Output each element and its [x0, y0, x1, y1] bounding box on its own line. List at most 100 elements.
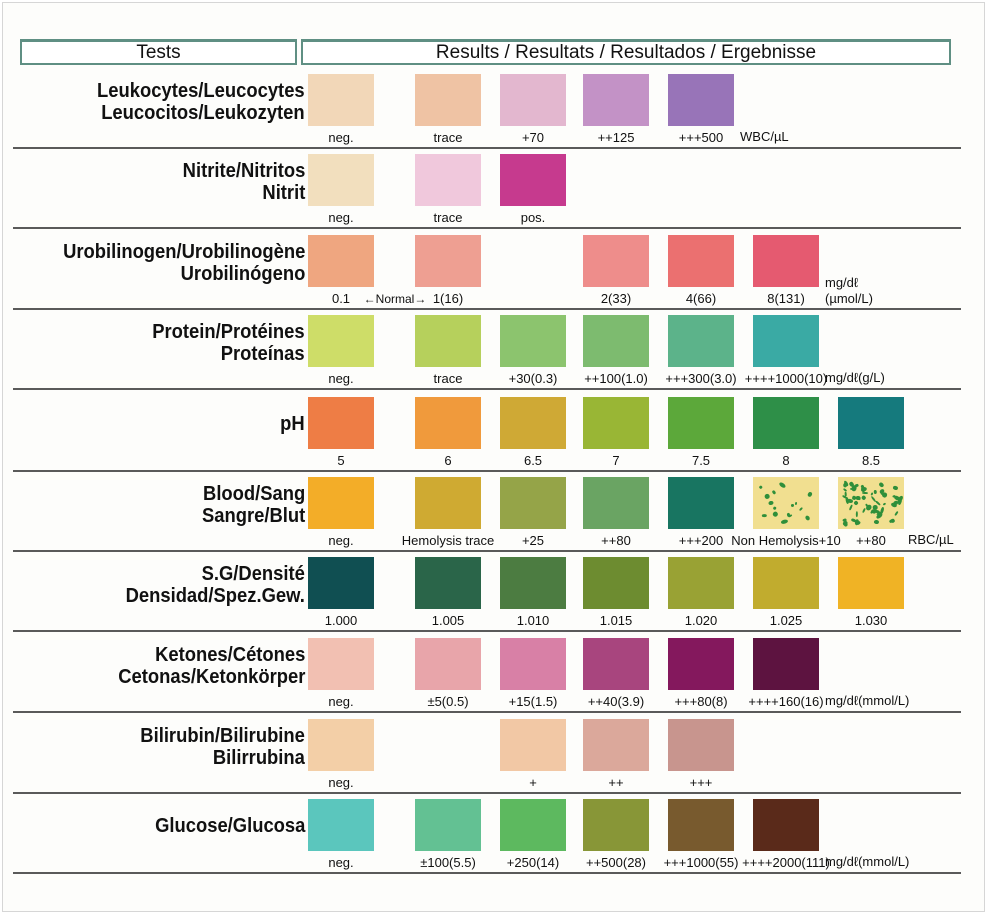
color-swatch	[668, 638, 734, 690]
unit-label: mg/dℓ(g/L)	[825, 370, 885, 386]
swatch-label: ++	[608, 775, 624, 790]
swatch-label: pos.	[520, 210, 546, 225]
color-swatch	[668, 235, 734, 287]
color-swatch	[753, 477, 819, 529]
color-swatch	[753, 397, 819, 449]
swatch-label: Hemolysis trace	[401, 533, 495, 548]
color-swatch	[308, 74, 374, 126]
swatch-label: 0.1	[331, 291, 351, 306]
test-name-line: Cetonas/Ketonkörper	[117, 666, 305, 688]
color-swatch	[308, 397, 374, 449]
swatch-label: 2(33)	[600, 291, 632, 306]
unit-line: mg/dℓ(mmol/L)	[825, 854, 910, 869]
swatch-label: 8	[782, 453, 790, 468]
speckle-dot	[781, 519, 789, 525]
color-swatch	[583, 557, 649, 609]
test-name: Blood/Sang Sangre/Blut	[202, 483, 305, 527]
color-swatch	[583, 638, 649, 690]
swatch-label: ++125	[597, 130, 635, 145]
swatch-label: trace	[433, 130, 463, 145]
swatch-label: 5	[337, 453, 345, 468]
test-row: Blood/Sang Sangre/Blut neg. Hemolysis trace…	[0, 477, 987, 557]
speckle-dot	[806, 491, 813, 498]
speckle-dot	[853, 499, 859, 506]
speckle-dot	[772, 511, 779, 518]
swatch-label: +	[529, 775, 537, 790]
row-divider	[13, 147, 961, 149]
test-name-line: Protein/Protéines	[152, 321, 305, 343]
color-swatch	[415, 74, 481, 126]
test-name: Protein/Protéines Proteínas	[153, 321, 305, 365]
color-swatch	[668, 799, 734, 851]
speckle-dot	[772, 505, 777, 511]
swatch-label: neg.	[328, 371, 354, 386]
speckle-dot	[771, 489, 777, 495]
color-swatch	[415, 235, 481, 287]
color-swatch	[308, 799, 374, 851]
speckle-dot	[798, 507, 803, 512]
speckle-dot	[872, 505, 878, 510]
swatch-label: trace	[433, 371, 463, 386]
swatch-label: ++++1000(10)	[744, 371, 828, 386]
row-divider	[13, 630, 961, 632]
unit-line: RBC/µL	[908, 532, 954, 547]
test-name: Glucose/Glucosa	[155, 815, 305, 837]
speckle-dot	[894, 510, 900, 516]
speckle-dot	[787, 514, 793, 519]
unit-line: WBC/µL	[740, 129, 789, 144]
color-swatch	[838, 557, 904, 609]
speckle-dot	[758, 485, 764, 490]
speckle-dot	[762, 514, 767, 518]
color-swatch	[583, 235, 649, 287]
speckle-dot	[843, 492, 847, 498]
swatch-label: ++++160(16)	[748, 694, 824, 709]
unit-label: mg/dℓ(mmol/L)	[825, 854, 909, 870]
color-swatch	[583, 74, 649, 126]
row-divider	[13, 308, 961, 310]
swatch-label: +250(14)	[506, 855, 560, 870]
speckle-dot	[882, 502, 887, 506]
swatch-label: ++80	[601, 533, 631, 548]
color-swatch	[415, 315, 481, 367]
test-name-line: pH	[280, 413, 305, 435]
swatch-label: neg.	[328, 694, 354, 709]
swatch-label: +++1000(55)	[663, 855, 739, 870]
swatch-label: trace	[433, 210, 463, 225]
color-swatch	[308, 477, 374, 529]
color-swatch	[500, 799, 566, 851]
test-name-line: Bilirrubina	[212, 747, 305, 769]
color-swatch	[753, 799, 819, 851]
test-name-line: Nitrit	[262, 182, 305, 204]
test-name-line: Densidad/Spez.Gew.	[125, 585, 305, 607]
swatch-label: 1.005	[431, 613, 465, 628]
color-swatch	[308, 719, 374, 771]
swatch-label: 1.000	[324, 613, 358, 628]
swatch-label: Non Hemolysis+10	[731, 533, 841, 548]
color-swatch	[415, 557, 481, 609]
unit-line: mg/dℓ(mmol/L)	[825, 693, 910, 708]
color-swatch	[500, 397, 566, 449]
swatch-label: +++	[689, 775, 713, 790]
color-swatch	[753, 638, 819, 690]
color-swatch	[668, 315, 734, 367]
swatch-label: +30(0.3)	[508, 371, 558, 386]
normal-range-label: ←Normal→	[363, 292, 427, 306]
color-swatch	[500, 154, 566, 206]
color-swatch	[500, 638, 566, 690]
speckle-dot	[873, 519, 880, 524]
swatch-label: 8(131)	[767, 291, 805, 306]
color-swatch	[668, 557, 734, 609]
swatch-label: +++500	[678, 130, 724, 145]
test-row: pH 5 6 6.5 7 7.5 8 8.5	[0, 397, 987, 477]
swatch-label: +++80(8)	[674, 694, 728, 709]
test-row: Leukocytes/Leucocytes Leucocitos/Leukozyt…	[0, 74, 987, 154]
speckle-dot	[861, 508, 866, 514]
row-divider	[13, 227, 961, 229]
test-row: Urobilinogen/Urobilinogène Urobilinógeno 0…	[0, 235, 987, 315]
swatch-label: +25	[521, 533, 545, 548]
test-name-line: Urobilinogen/Urobilinogène	[62, 241, 305, 263]
unit-line: mg/dℓ(g/L)	[825, 370, 885, 385]
color-swatch	[668, 397, 734, 449]
speckle-dot	[856, 520, 862, 526]
color-swatch	[415, 477, 481, 529]
